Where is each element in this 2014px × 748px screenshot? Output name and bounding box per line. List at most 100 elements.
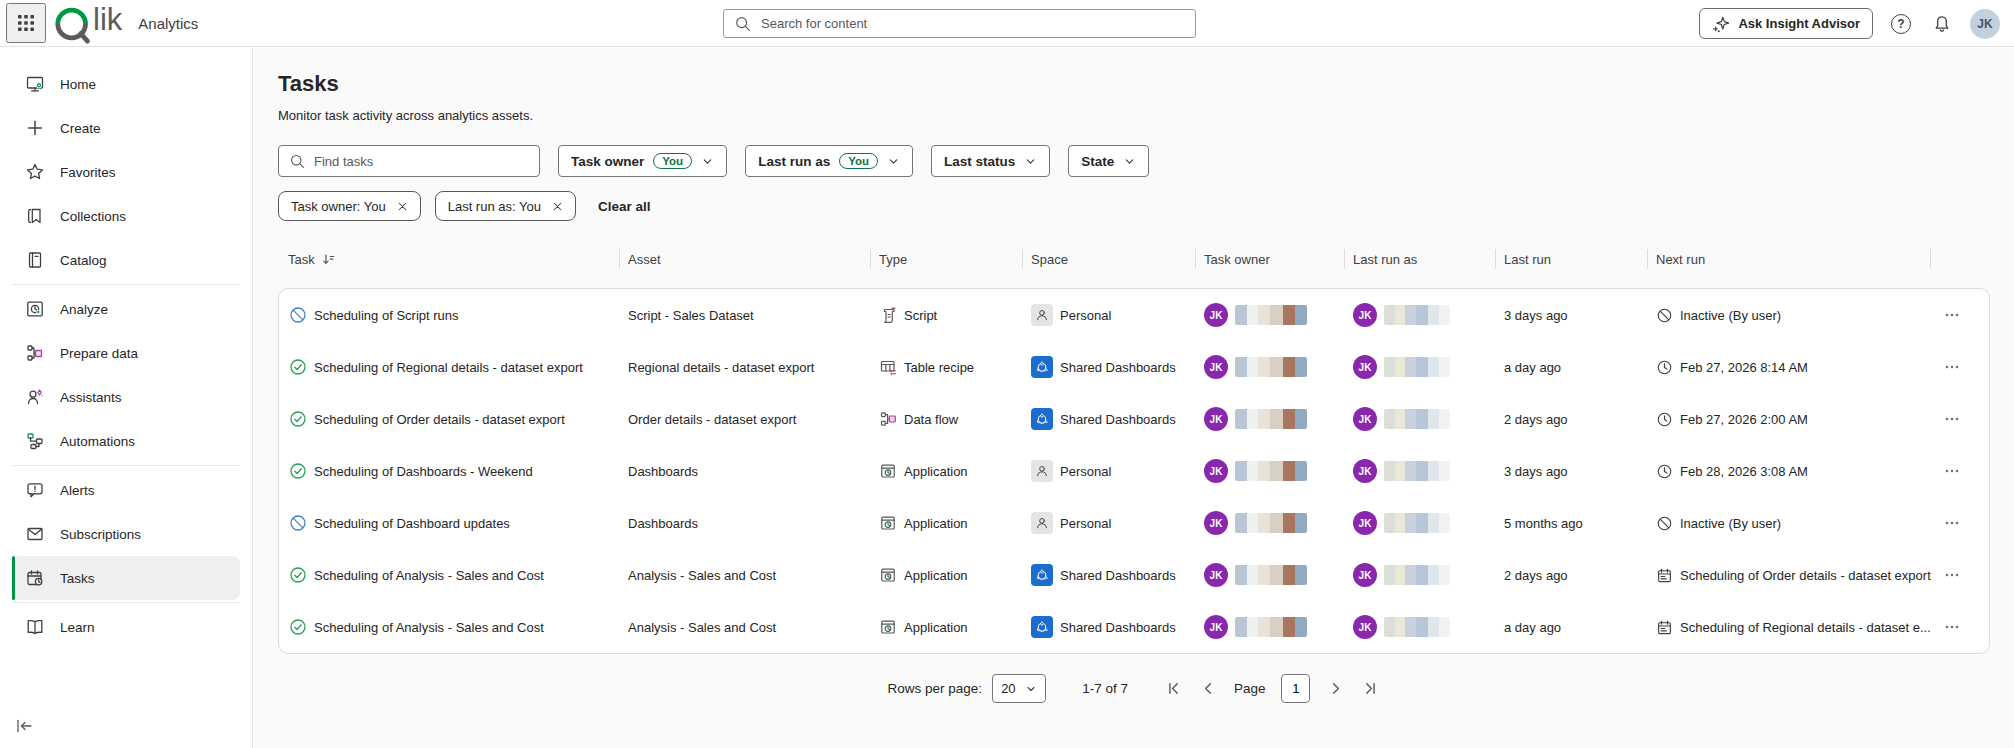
sidebar-item-home[interactable]: Home (12, 62, 240, 106)
bookmark-icon (25, 206, 45, 226)
row-menu-button[interactable] (1939, 354, 1965, 380)
row-menu-button[interactable] (1939, 562, 1965, 588)
global-search[interactable] (723, 9, 1196, 38)
sidebar-item-analyze[interactable]: Analyze (12, 287, 240, 331)
sidebar-divider (12, 465, 240, 466)
status-success-icon (289, 618, 307, 636)
rows-per-page-select[interactable]: 20 (992, 674, 1046, 703)
find-tasks-input[interactable] (314, 154, 529, 169)
sidebar-item-automations[interactable]: Automations (12, 419, 240, 463)
find-tasks-field[interactable] (278, 145, 540, 177)
row-menu-button[interactable] (1939, 302, 1965, 328)
asset-name: Analysis - Sales and Cost (620, 568, 871, 583)
next-page-button[interactable] (1326, 679, 1345, 698)
task-name[interactable]: Scheduling of Order details - dataset ex… (314, 412, 565, 427)
column-header-last-run[interactable]: Last run (1495, 249, 1647, 269)
task-name[interactable]: Scheduling of Script runs (314, 308, 459, 323)
sidebar-item-subscriptions[interactable]: Subscriptions (12, 512, 240, 556)
task-name[interactable]: Scheduling of Regional details - dataset… (314, 360, 583, 375)
sidebar-item-catalog[interactable]: Catalog (12, 238, 240, 282)
row-menu-button[interactable] (1939, 510, 1965, 536)
type-label: Application (904, 516, 968, 531)
row-menu-button[interactable] (1939, 614, 1965, 640)
last-run-value: 2 days ago (1496, 568, 1648, 583)
plus-icon (25, 118, 45, 138)
column-header-asset[interactable]: Asset (619, 249, 870, 269)
column-header-next-run[interactable]: Next run (1647, 249, 1930, 269)
ellipsis-icon (1943, 358, 1961, 376)
last-run-value: a day ago (1496, 620, 1648, 635)
task-name[interactable]: Scheduling of Analysis - Sales and Cost (314, 620, 544, 635)
task-owner-name-redacted (1235, 513, 1307, 533)
ellipsis-icon (1943, 462, 1961, 480)
sidebar-item-assistants[interactable]: Assistants (12, 375, 240, 419)
first-page-button[interactable] (1164, 679, 1183, 698)
sidebar-item-favorites[interactable]: Favorites (12, 150, 240, 194)
notifications-button[interactable] (1929, 11, 1955, 37)
task-owner-avatar: JK (1204, 459, 1228, 483)
task-owner-avatar: JK (1204, 355, 1228, 379)
sidebar-item-collections[interactable]: Collections (12, 194, 240, 238)
column-header-space[interactable]: Space (1022, 249, 1195, 269)
remove-filter-button[interactable] (392, 195, 414, 217)
help-button[interactable]: ? (1888, 11, 1914, 37)
filter-last-status[interactable]: Last status (931, 145, 1050, 177)
clear-all-button[interactable]: Clear all (598, 199, 651, 214)
user-avatar[interactable]: JK (1970, 9, 2000, 39)
task-name[interactable]: Scheduling of Dashboards - Weekend (314, 464, 533, 479)
global-search-input[interactable] (761, 16, 1185, 31)
table-row[interactable]: Scheduling of Analysis - Sales and Cost … (279, 549, 1989, 601)
sidebar-item-learn[interactable]: Learn (12, 605, 240, 649)
filter-chip-last-run-as[interactable]: Last run as: You (435, 191, 576, 221)
sidebar-item-label: Catalog (60, 253, 107, 268)
sidebar-item-label: Home (60, 77, 96, 92)
ask-insight-advisor-button[interactable]: Ask Insight Advisor (1699, 8, 1873, 39)
application-type-icon (879, 566, 897, 584)
last-run-as-avatar: JK (1353, 355, 1377, 379)
table-row[interactable]: Scheduling of Dashboard updates Dashboar… (279, 497, 1989, 549)
rows-per-page-label: Rows per page: (888, 681, 983, 696)
table-row[interactable]: Scheduling of Regional details - dataset… (279, 341, 1989, 393)
table-row[interactable]: Scheduling of Dashboards - Weekend Dashb… (279, 445, 1989, 497)
column-header-task[interactable]: Task (278, 249, 619, 269)
column-header-task-owner[interactable]: Task owner (1195, 249, 1344, 269)
automation-icon (25, 431, 45, 451)
tasks-table: Scheduling of Script runs Script - Sales… (278, 288, 1990, 654)
row-menu-button[interactable] (1939, 406, 1965, 432)
filter-state[interactable]: State (1068, 145, 1149, 177)
space-label: Shared Dashboards (1060, 412, 1176, 427)
table-row[interactable]: Scheduling of Analysis - Sales and Cost … (279, 601, 1989, 653)
sidebar-item-alerts[interactable]: Alerts (12, 468, 240, 512)
ellipsis-icon (1943, 566, 1961, 584)
sidebar-item-tasks[interactable]: Tasks (12, 556, 240, 600)
column-header-type[interactable]: Type (870, 249, 1022, 269)
table-row[interactable]: Scheduling of Order details - dataset ex… (279, 393, 1989, 445)
previous-page-button[interactable] (1199, 679, 1218, 698)
filter-task-owner[interactable]: Task owner You (558, 145, 727, 177)
task-name[interactable]: Scheduling of Analysis - Sales and Cost (314, 568, 544, 583)
last-page-button[interactable] (1361, 679, 1380, 698)
table-row[interactable]: Scheduling of Script runs Script - Sales… (279, 289, 1989, 341)
page-number-input[interactable] (1281, 674, 1310, 703)
space-label: Shared Dashboards (1060, 360, 1176, 375)
sidebar-item-create[interactable]: Create (12, 106, 240, 150)
qlik-logo[interactable]: lik (52, 1, 122, 45)
remove-filter-button[interactable] (547, 195, 569, 217)
app-launcher-button[interactable] (6, 3, 46, 43)
ellipsis-icon (1943, 618, 1961, 636)
row-menu-button[interactable] (1939, 458, 1965, 484)
status-success-icon (289, 462, 307, 480)
space-label: Shared Dashboards (1060, 620, 1176, 635)
task-name[interactable]: Scheduling of Dashboard updates (314, 516, 510, 531)
status-success-icon (289, 410, 307, 428)
task-owner-name-redacted (1235, 461, 1307, 481)
assistant-icon (25, 387, 45, 407)
envelope-icon (25, 524, 45, 544)
column-header-last-run-as[interactable]: Last run as (1344, 249, 1495, 269)
sidebar-item-prepare-data[interactable]: Prepare data (12, 331, 240, 375)
filter-bar: Task owner You Last run as You Last stat… (278, 145, 1990, 177)
filter-last-run-as[interactable]: Last run as You (745, 145, 913, 177)
sidebar: Home Create Favorites Collections Catalo… (0, 48, 253, 748)
sidebar-collapse-button[interactable] (14, 716, 34, 736)
filter-chip-task-owner[interactable]: Task owner: You (278, 191, 421, 221)
